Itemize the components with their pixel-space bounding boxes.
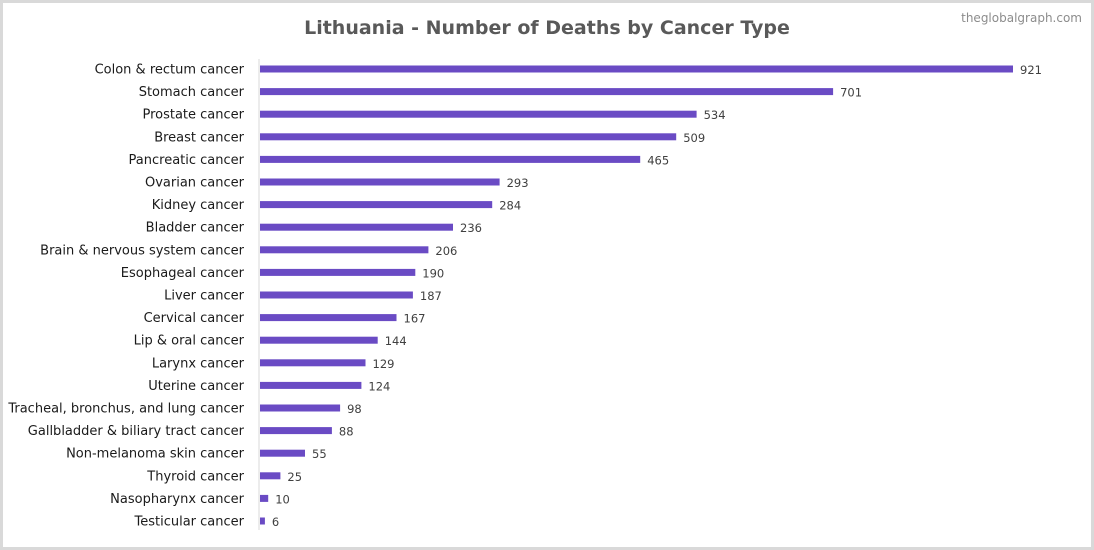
bar xyxy=(260,291,413,299)
bar xyxy=(260,359,366,367)
category-label: Stomach cancer xyxy=(139,85,245,100)
category-label: Larynx cancer xyxy=(152,356,245,371)
value-label: 284 xyxy=(499,199,521,213)
value-label: 10 xyxy=(275,492,290,506)
value-label: 187 xyxy=(420,289,442,303)
bar xyxy=(260,268,416,276)
category-label: Tracheal, bronchus, and lung cancer xyxy=(7,402,244,417)
value-label: 98 xyxy=(347,402,362,416)
bar xyxy=(260,201,493,209)
bar xyxy=(260,246,429,254)
bar xyxy=(260,517,265,525)
value-label: 701 xyxy=(840,86,862,100)
category-label: Testicular cancer xyxy=(134,515,245,530)
bars-group xyxy=(260,65,1013,525)
value-label: 534 xyxy=(704,108,726,122)
category-label: Cervical cancer xyxy=(144,311,245,326)
bar xyxy=(260,155,641,163)
bar xyxy=(260,427,332,435)
bar xyxy=(260,133,677,141)
bar xyxy=(260,178,500,186)
value-label: 190 xyxy=(422,266,444,280)
bar xyxy=(260,88,834,96)
category-label: Pancreatic cancer xyxy=(129,153,245,168)
value-label: 921 xyxy=(1020,63,1042,77)
bar xyxy=(260,314,397,322)
bar xyxy=(260,472,281,480)
value-label: 55 xyxy=(312,447,327,461)
category-label: Gallbladder & biliary tract cancer xyxy=(28,424,245,439)
bar xyxy=(260,449,305,457)
value-label: 88 xyxy=(339,425,354,439)
bar xyxy=(260,494,269,502)
category-label: Kidney cancer xyxy=(152,198,245,213)
bar xyxy=(260,404,341,412)
category-label: Liver cancer xyxy=(164,289,245,304)
value-label: 293 xyxy=(507,176,529,190)
bar xyxy=(260,110,697,118)
chart-title: Lithuania - Number of Deaths by Cancer T… xyxy=(304,17,790,39)
category-labels: Colon & rectum cancer Stomach cancer Prost… xyxy=(7,63,244,530)
bar xyxy=(260,223,453,231)
value-label: 236 xyxy=(460,221,482,235)
bar xyxy=(260,336,378,344)
category-label: Nasopharynx cancer xyxy=(110,492,244,507)
value-label: 124 xyxy=(368,379,390,393)
category-label: Lip & oral cancer xyxy=(134,334,245,349)
chart-svg: Lithuania - Number of Deaths by Cancer T… xyxy=(7,11,1082,530)
category-label: Colon & rectum cancer xyxy=(95,63,245,78)
value-label: 144 xyxy=(385,334,407,348)
category-label: Non-melanoma skin cancer xyxy=(66,447,245,462)
category-label: Prostate cancer xyxy=(142,108,244,123)
category-label: Thyroid cancer xyxy=(146,469,244,484)
bar xyxy=(260,65,1013,73)
value-label: 25 xyxy=(287,470,302,484)
bar xyxy=(260,381,362,389)
category-label: Uterine cancer xyxy=(148,379,244,394)
value-label: 206 xyxy=(435,244,457,258)
category-label: Esophageal cancer xyxy=(121,266,245,281)
category-label: Brain & nervous system cancer xyxy=(40,243,244,258)
value-label: 465 xyxy=(647,153,669,167)
category-label: Breast cancer xyxy=(154,130,244,145)
category-label: Ovarian cancer xyxy=(145,176,245,191)
category-label: Bladder cancer xyxy=(146,221,245,236)
value-label: 167 xyxy=(404,312,426,326)
value-label: 509 xyxy=(683,131,705,145)
value-label: 129 xyxy=(373,357,395,371)
watermark: theglobalgraph.com xyxy=(961,11,1082,25)
value-label: 6 xyxy=(272,515,279,529)
